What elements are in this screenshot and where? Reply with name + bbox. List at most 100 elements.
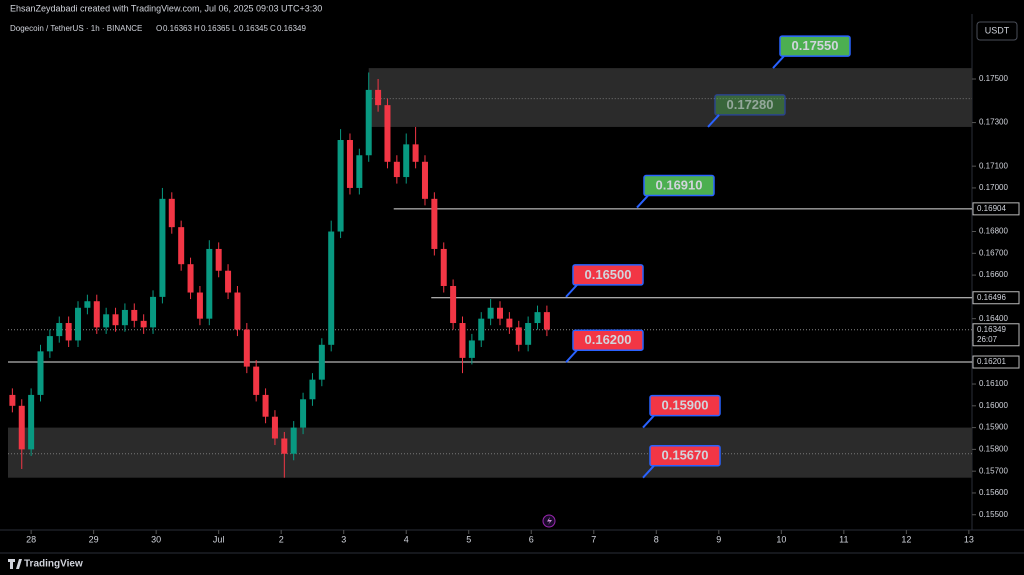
y-tick-label: 0.16800 [979,227,1008,236]
candle-body [225,270,232,293]
callout-label: 0.16910 [656,177,703,192]
candle-body [506,318,513,328]
callout-pointer [642,465,655,479]
y-tick-label: 0.16600 [979,270,1008,279]
candle-body [440,248,447,286]
y-tick-label: 0.15700 [979,466,1008,475]
y-tick-label: 0.15900 [979,423,1008,432]
candle-body [121,309,128,326]
y-tick-label: 0.16100 [979,379,1008,388]
callout-pointer [565,349,578,363]
y-tick-label: 0.17300 [979,118,1008,127]
callout-pointer [707,114,720,128]
candle-body [403,144,410,178]
candle-body [140,320,147,328]
callout-box [714,94,786,116]
last-price-label: 0.16349 [977,325,1006,334]
candle-body [459,323,466,358]
candle-body [253,366,260,395]
callout-pointer [772,55,785,69]
candle-body [300,399,307,428]
candle-body [468,340,475,358]
candle-body [168,198,175,228]
candle-body [46,336,53,352]
y-tick-label: 0.17100 [979,161,1008,170]
candle-body [18,405,25,450]
x-tick-label: 10 [776,534,786,544]
callout-box [779,35,851,57]
currency-box[interactable] [976,21,1018,41]
candle-body [497,307,504,319]
credit: EhsanZeydabadi created with TradingView.… [10,3,322,13]
y-tick-label: 0.15600 [979,488,1008,497]
x-tick-label: 2 [279,534,284,544]
callout-pointer [642,414,655,429]
candle-body [431,198,438,249]
candle-body [75,307,82,341]
ohlc-value: 0.16365 [201,24,230,33]
callout-label: 0.16200 [585,332,632,347]
candle-body [318,344,325,380]
zone [8,427,972,478]
candle-body [393,161,400,178]
x-tick-label: 5 [466,534,471,544]
candle-body [234,292,241,330]
candle-body [375,89,382,106]
zone [368,68,973,127]
level-label: 0.16904 [977,204,1006,213]
callout-box [649,444,721,467]
callout-box [572,329,644,351]
x-tick-label: 12 [901,534,911,544]
y-tick-label: 0.16400 [979,314,1008,323]
y-tick-label: 0.17500 [979,74,1008,83]
candle-body [487,307,494,319]
candle-body [56,323,63,337]
x-tick-label: 30 [151,534,161,544]
countdown: 26:07 [977,335,998,344]
candle-body [65,323,72,341]
callout-box [649,394,721,417]
ohlc-value: 0.16349 [277,24,306,33]
callout-label: 0.16500 [585,267,632,282]
candle-body [281,438,288,454]
x-tick-label: 7 [591,534,596,544]
candle-body [187,264,194,293]
ohlc-key: L [232,24,237,33]
y-tick-label: 0.17000 [979,183,1008,192]
ohlc-key: H [194,24,200,33]
callout-label: 0.17550 [792,38,839,53]
candle-body [337,140,344,232]
candle-body [365,89,372,156]
candle-body [103,314,110,328]
x-tick-label: 28 [26,534,36,544]
candle-body [215,248,222,271]
candle-body [478,318,485,341]
candle-body [346,140,353,188]
candle-body [412,144,419,162]
candle-body [243,329,250,367]
candle-body [159,198,166,297]
candle-body [93,301,100,328]
candle-body [450,285,457,324]
candle-body [178,227,185,265]
candle-body [150,296,157,328]
candle-body [543,312,550,330]
x-tick-label: 6 [529,534,534,544]
y-tick-label: 0.16000 [979,401,1008,410]
candle-body [112,314,119,326]
event-bolt [547,517,552,525]
candle-body [356,155,363,188]
x-tick-label: 3 [341,534,346,544]
y-tick-label: 0.15500 [979,510,1008,519]
candle-body [328,231,335,345]
candle-body [37,351,44,395]
candle-body [206,248,213,319]
symbol: Dogecoin / TetherUS · 1h · BINANCE [10,24,142,33]
last-price-box [972,323,1020,347]
callout-box [643,174,715,197]
candle-body [515,327,522,345]
callout-label: 0.15900 [662,398,709,413]
candle-body [131,309,138,321]
level-label-box [972,355,1020,369]
